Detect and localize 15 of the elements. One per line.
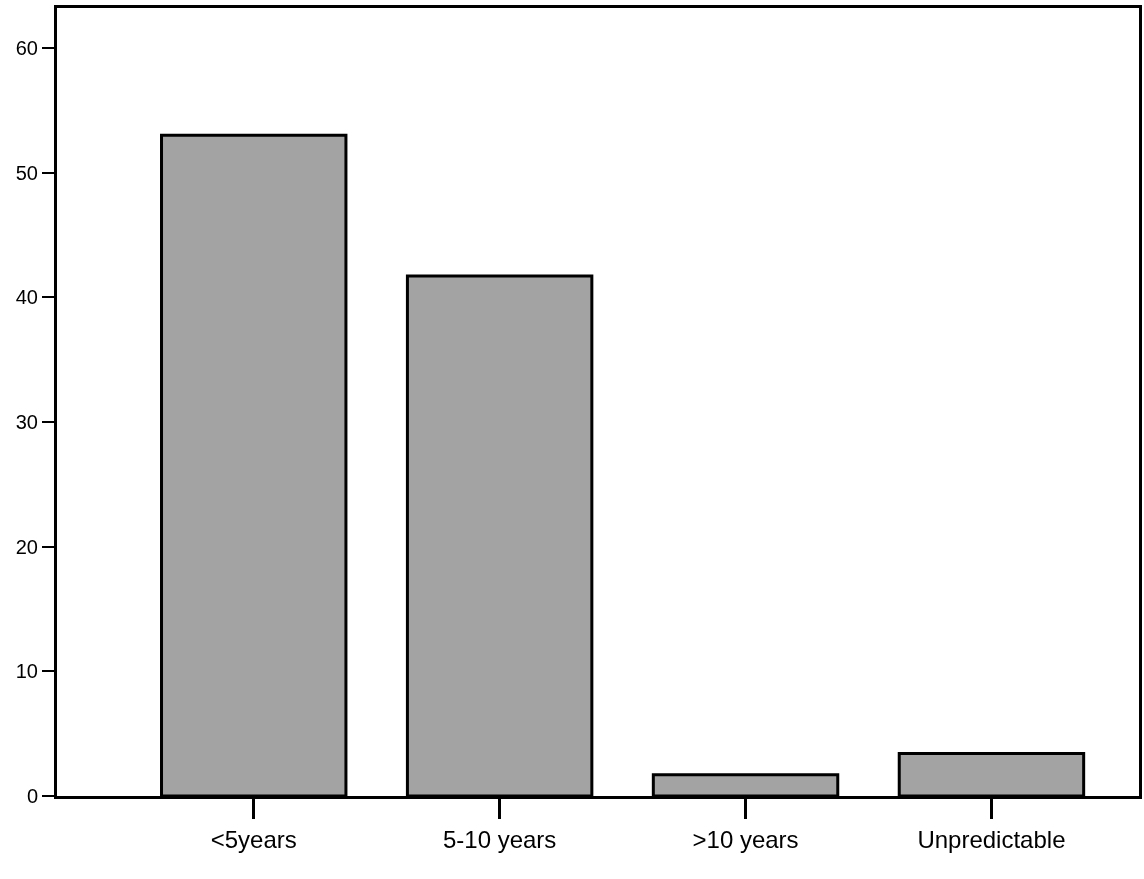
y-tick-label: 10: [15, 660, 38, 683]
bar: [651, 773, 840, 796]
y-tick-label: 0: [26, 785, 38, 807]
x-tick-label: <5years: [210, 825, 297, 853]
bar: [897, 752, 1086, 796]
y-tick-label: 40: [15, 286, 38, 309]
x-tick-label: 5-10 years: [442, 825, 557, 853]
y-tick-label: 30: [15, 410, 38, 433]
bar: [160, 133, 348, 796]
x-tick-label: >10 years: [692, 825, 799, 853]
bar: [405, 274, 594, 796]
y-tick-label: 60: [15, 36, 38, 59]
x-tick-label: Unpredictable: [917, 825, 1066, 853]
y-tick-label: 20: [15, 535, 38, 558]
y-tick-label: 50: [15, 161, 38, 184]
